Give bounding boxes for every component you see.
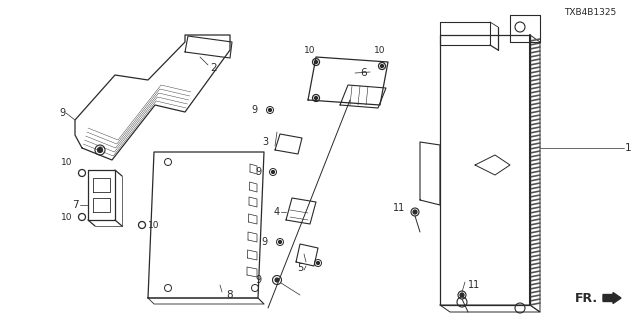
Text: 9: 9 <box>255 167 261 177</box>
Circle shape <box>314 60 317 63</box>
Text: 11: 11 <box>393 203 405 213</box>
Circle shape <box>278 241 282 244</box>
Text: 10: 10 <box>304 45 316 54</box>
Circle shape <box>381 65 383 68</box>
Text: 4: 4 <box>274 207 280 217</box>
Circle shape <box>460 293 464 297</box>
Text: 10: 10 <box>374 45 386 54</box>
Circle shape <box>314 97 317 100</box>
Text: 2: 2 <box>210 63 216 73</box>
Text: FR.: FR. <box>575 292 598 305</box>
Text: 9: 9 <box>262 237 268 247</box>
Text: 1: 1 <box>625 143 632 153</box>
FancyArrow shape <box>603 292 621 303</box>
Text: 9: 9 <box>252 105 258 115</box>
Text: 11: 11 <box>468 280 480 290</box>
Text: 10: 10 <box>61 157 72 166</box>
Circle shape <box>271 171 275 173</box>
Text: TXB4B1325: TXB4B1325 <box>564 7 616 17</box>
Text: 3: 3 <box>262 137 268 147</box>
Circle shape <box>275 278 279 282</box>
Text: 10: 10 <box>61 212 72 221</box>
Text: 5: 5 <box>297 263 303 273</box>
Circle shape <box>317 261 319 265</box>
Text: 9: 9 <box>256 275 262 285</box>
Text: 6: 6 <box>360 68 367 78</box>
Text: 8: 8 <box>226 290 232 300</box>
Circle shape <box>97 148 102 153</box>
Text: 7: 7 <box>72 200 79 210</box>
Circle shape <box>269 108 271 111</box>
Circle shape <box>413 210 417 214</box>
Text: 10: 10 <box>148 220 159 229</box>
Text: 9: 9 <box>59 108 65 118</box>
